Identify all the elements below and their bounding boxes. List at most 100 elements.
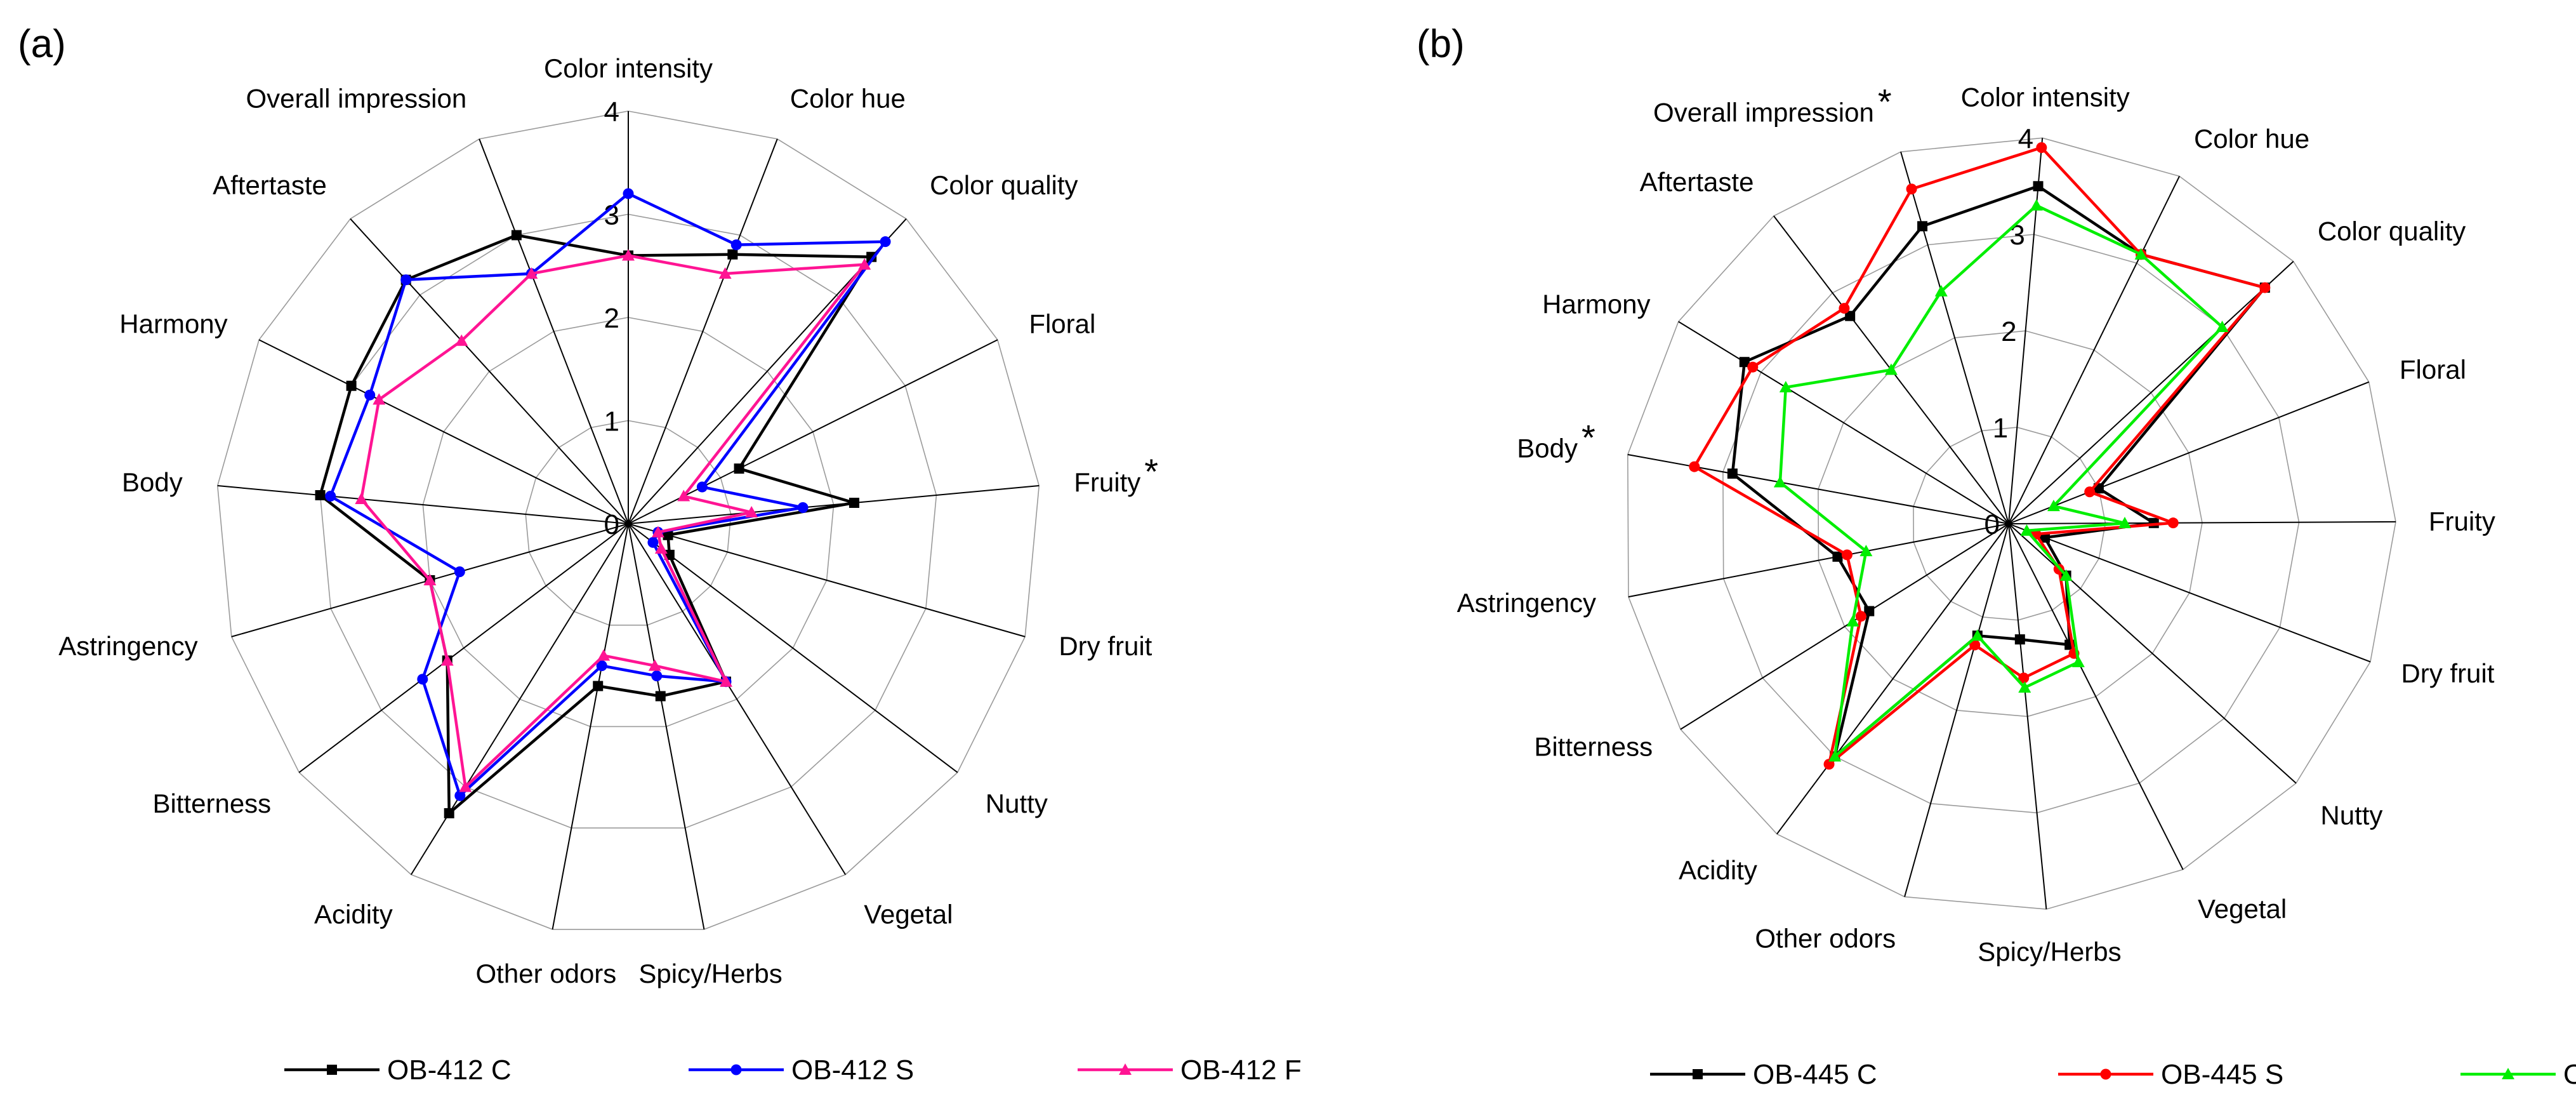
series-line <box>318 234 875 816</box>
legend-marker <box>730 1064 742 1075</box>
axis-label: Overall impression * <box>1653 81 1892 127</box>
legend-label: OB-412 C <box>387 1055 512 1086</box>
axis-spoke <box>298 523 629 773</box>
series-ob-412-c <box>315 230 877 818</box>
axis-label: Body * <box>1517 418 1595 463</box>
axis-spoke <box>628 485 1040 524</box>
data-point <box>364 389 376 401</box>
significance-marker: * <box>1878 81 1892 121</box>
data-point <box>2167 517 2179 529</box>
data-point <box>325 491 336 502</box>
legend-label: OB-445 F <box>2563 1059 2576 1090</box>
legend-label: OB-445 C <box>1753 1059 1877 1090</box>
axis-spoke <box>350 218 629 524</box>
data-point <box>718 267 732 279</box>
axis-spoke <box>628 138 778 524</box>
data-point <box>511 230 522 241</box>
axis-spoke <box>628 523 705 930</box>
legend-item: OB-412 S <box>689 1055 914 1086</box>
axis-label: Other odors <box>476 959 617 988</box>
axis-spoke <box>479 138 629 524</box>
legend-marker <box>1119 1063 1132 1075</box>
data-point <box>1846 615 1859 627</box>
data-point <box>2018 681 2031 693</box>
data-point <box>2084 486 2096 498</box>
axis-label: Bitterness <box>1534 731 1653 761</box>
tick-label: 2 <box>2001 316 2016 347</box>
axis-label: Astringency <box>58 631 197 661</box>
legend-marker <box>2502 1068 2514 1079</box>
data-point <box>1971 629 1984 641</box>
data-point <box>2134 248 2148 260</box>
axis-spoke <box>628 339 998 524</box>
axis-label: Acidity <box>314 900 393 929</box>
data-point <box>1828 750 1842 762</box>
tick-label: 4 <box>2018 123 2033 154</box>
axis-spoke <box>258 339 629 524</box>
data-point <box>651 526 664 538</box>
significance-marker: * <box>1582 418 1595 458</box>
data-point <box>1845 310 1856 321</box>
axis-label: Vegetal <box>2198 894 2287 924</box>
data-point <box>454 790 466 801</box>
data-point <box>1969 639 1981 651</box>
data-point <box>663 529 673 540</box>
data-point <box>1747 361 1759 373</box>
axis-label: Floral <box>2400 355 2466 385</box>
axis-spoke <box>628 523 958 773</box>
tick-label: 1 <box>1993 413 2008 444</box>
axis-spoke <box>1900 151 2009 524</box>
axis-label: Color intensity <box>544 53 713 83</box>
data-point <box>1841 549 1853 561</box>
radar-grid <box>216 110 1040 930</box>
tick-label: 4 <box>604 96 619 128</box>
legend-item: OB-445 C <box>1650 1059 1877 1090</box>
data-point <box>1859 545 1873 557</box>
axis-spoke <box>1776 523 2009 835</box>
axis-label: Dry fruit <box>1059 631 1152 661</box>
axis-spoke <box>628 523 1026 637</box>
tick-label: 3 <box>2009 220 2024 251</box>
legend-label: OB-412 S <box>791 1055 914 1086</box>
axis-label: Color quality <box>930 170 1078 200</box>
data-point <box>719 675 732 687</box>
data-point <box>858 258 871 270</box>
axis-spoke <box>2008 523 2297 784</box>
axis-label: Floral <box>1029 309 1095 339</box>
legend: OB-445 C OB-445 S OB-445 F <box>1650 1059 2576 1090</box>
data-point <box>2047 500 2060 512</box>
legend-item: OB-412 C <box>284 1055 512 1086</box>
data-point <box>647 536 659 548</box>
panel-label: (b) <box>1417 22 1465 66</box>
legend-marker <box>327 1065 337 1075</box>
data-point <box>1689 461 1700 472</box>
legend: OB-412 C OB-412 S OB-412 F <box>284 1055 1302 1086</box>
axis-label: Aftertaste <box>213 170 327 200</box>
data-point <box>623 188 634 199</box>
axis-spoke <box>552 523 629 930</box>
data-point <box>596 660 607 672</box>
axis-label: Spicy/Herbs <box>638 959 782 988</box>
data-point <box>648 659 661 671</box>
data-point <box>2030 199 2043 211</box>
axis-spoke <box>2008 521 2396 524</box>
axis-spoke <box>1680 523 2009 730</box>
radar-chart-b: (b) Color intensity Color hue Color quality… <box>1417 22 2576 1090</box>
data-point <box>444 808 454 818</box>
data-point <box>1779 381 1792 393</box>
data-point <box>1832 551 1843 562</box>
data-point <box>1855 611 1866 622</box>
series-line <box>328 192 888 799</box>
data-point <box>1773 476 1787 488</box>
axis-label: Harmony <box>1542 289 1650 319</box>
data-point <box>525 267 538 279</box>
legend-item: OB-445 S <box>2058 1059 2283 1090</box>
data-point <box>315 490 326 501</box>
axis-spoke <box>628 523 847 875</box>
panel-label: (a) <box>18 22 66 66</box>
axis-label: Nutty <box>986 789 1048 818</box>
data-point <box>730 239 742 251</box>
grid-ring <box>319 213 937 829</box>
axis-label: Color hue <box>790 83 906 113</box>
data-point <box>2216 321 2229 333</box>
